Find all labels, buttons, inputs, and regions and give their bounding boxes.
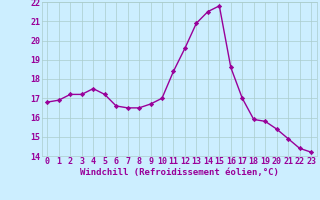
X-axis label: Windchill (Refroidissement éolien,°C): Windchill (Refroidissement éolien,°C) <box>80 168 279 177</box>
